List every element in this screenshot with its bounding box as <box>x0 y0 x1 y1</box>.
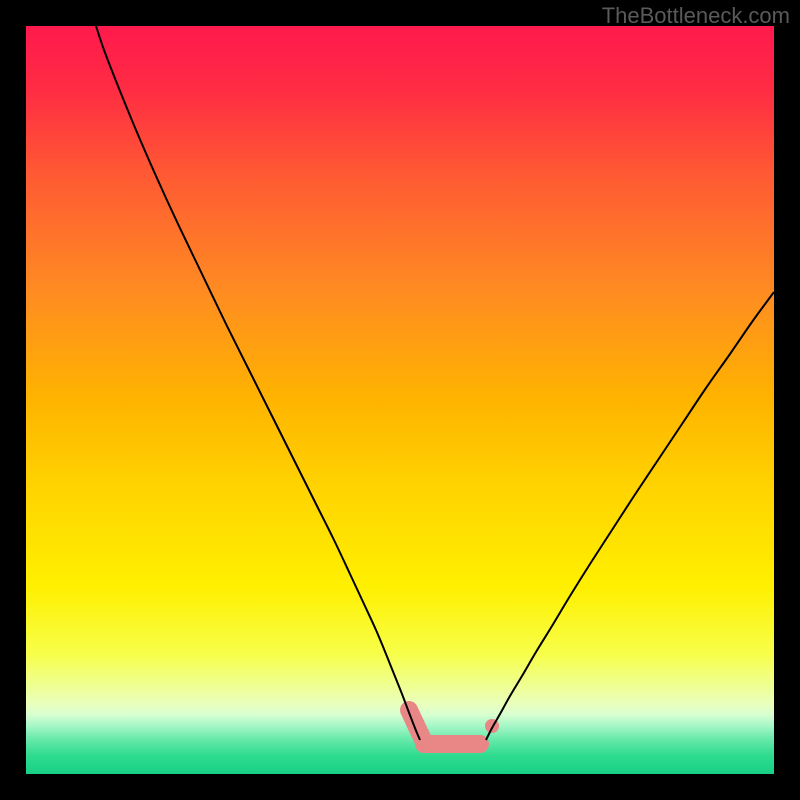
chart-outer: TheBottleneck.com <box>0 0 800 800</box>
right-curve <box>486 292 774 740</box>
left-curve <box>96 26 420 740</box>
plot-area <box>26 26 774 774</box>
curves-layer <box>26 26 774 774</box>
watermark-text: TheBottleneck.com <box>602 3 790 29</box>
